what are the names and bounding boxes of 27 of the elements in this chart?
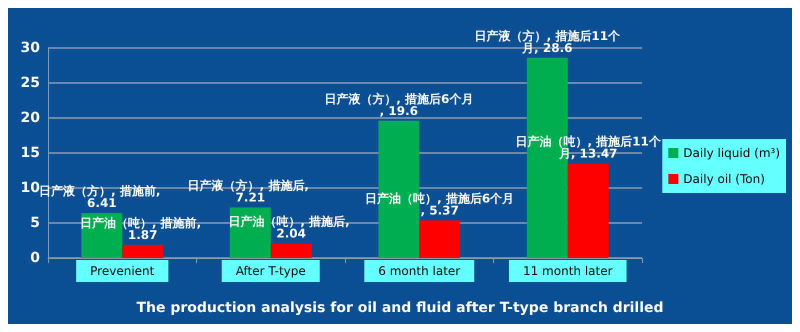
y-tick-label: 20: [20, 110, 40, 126]
data-label: 日产液（方）, 措施后6个月, 19.6: [324, 92, 474, 118]
bar: [270, 244, 312, 258]
legend-label: Daily liquid (m³): [683, 146, 780, 160]
data-label: 日产油（吨）, 措施前, 1.87: [80, 216, 206, 242]
legend-label: Daily oil (Ton): [683, 172, 765, 186]
y-tick-label: 25: [20, 75, 40, 91]
data-label: 日产液（方）, 措施前, 6.41: [39, 184, 165, 210]
x-tick-label: 6 month later: [378, 264, 460, 278]
data-label: 日产油（吨）, 措施后11个月, 13.47: [515, 134, 662, 161]
bar: [230, 208, 271, 258]
y-tick-label: 0: [30, 250, 40, 266]
y-tick-label: 15: [20, 145, 40, 161]
x-tick-label: Prevenient: [90, 264, 155, 278]
bar: [568, 164, 609, 258]
y-tick-label: 10: [20, 180, 40, 196]
data-label: 日产液（方）, 措施后, 7.21: [188, 178, 314, 205]
data-label: 日产液（方）, 措施后11个月, 28.6: [474, 28, 622, 55]
x-tick-label: 11 month later: [522, 264, 613, 278]
text: The production analysis for oil and fluid after T-type branch drilled: [136, 300, 664, 316]
data-label: 日产油（吨）, 措施后, 2.04: [228, 214, 354, 241]
bar: [122, 244, 164, 258]
bar: [419, 220, 460, 258]
y-tick-label: 5: [30, 215, 40, 231]
y-tick-label: 30: [20, 40, 40, 56]
x-tick-label: After T-type: [236, 264, 306, 278]
data-label: 日产油（吨）, 措施后6个月, 5.37: [365, 191, 514, 218]
